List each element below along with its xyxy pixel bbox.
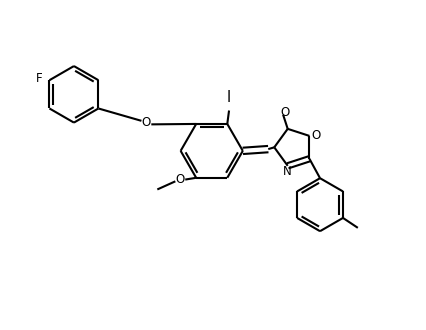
Text: O: O <box>175 173 184 186</box>
Text: I: I <box>226 89 230 105</box>
Text: F: F <box>36 72 42 85</box>
Text: O: O <box>311 129 320 142</box>
Text: O: O <box>141 116 151 129</box>
Text: N: N <box>282 165 291 178</box>
Text: O: O <box>279 106 288 119</box>
